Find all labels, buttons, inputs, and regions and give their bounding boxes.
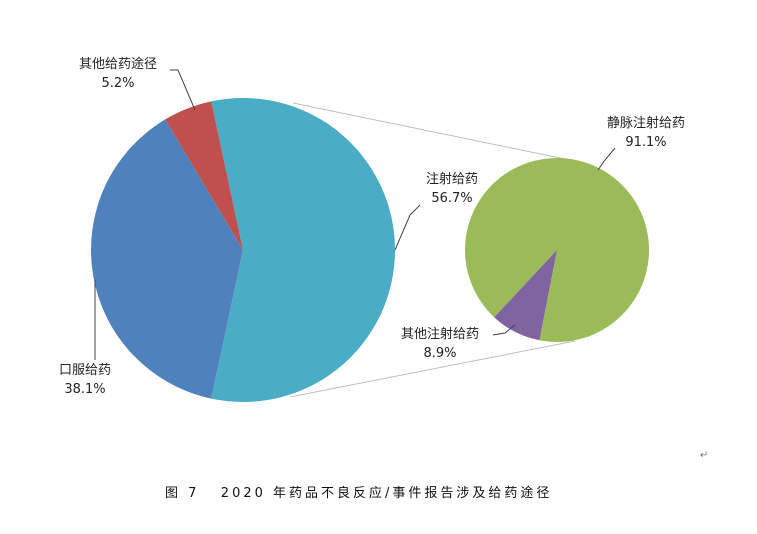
connector-line-0 (292, 102, 566, 160)
leader-line-injection (394, 204, 421, 251)
label-iv: 静脉注射给药 (607, 115, 685, 131)
value-iv: 91.1% (625, 135, 666, 150)
leader-line-iv (597, 147, 616, 171)
value-other-injection: 8.9% (423, 346, 456, 361)
connector-line-1 (289, 340, 576, 398)
leader-line-other-injection (492, 324, 516, 336)
label-other-routes: 其他给药途径 (79, 56, 157, 72)
value-oral: 38.1% (64, 382, 105, 397)
main-pie-slice-1 (90, 119, 243, 399)
paragraph-mark: ↵ (700, 450, 708, 461)
value-other-routes: 5.2% (101, 76, 134, 91)
leader-line-other-routes (170, 69, 196, 111)
main-pie-slice-0 (211, 97, 396, 403)
label-injection: 注射给药 (426, 171, 478, 187)
figure-caption: 图 7 2020 年药品不良反应/事件报告涉及给药途径 (165, 485, 552, 501)
main-pie-slice-2 (165, 101, 243, 251)
secondary-pie-slice-1 (494, 250, 557, 341)
label-other-injection: 其他注射给药 (401, 326, 479, 342)
label-oral: 口服给药 (59, 363, 111, 378)
value-injection: 56.7% (431, 191, 472, 206)
